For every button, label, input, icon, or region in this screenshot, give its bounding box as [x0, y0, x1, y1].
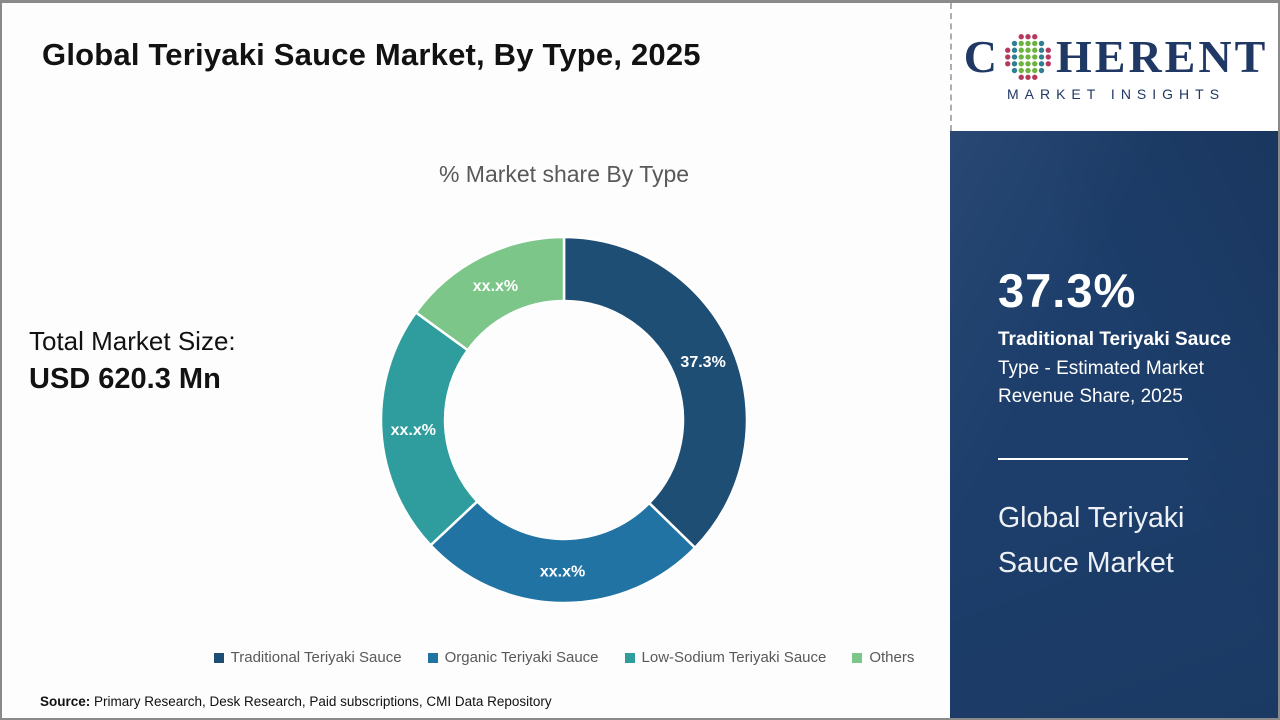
total-market-size-block: Total Market Size: USD 620.3 Mn: [29, 326, 236, 396]
globe-dot: [1032, 74, 1038, 80]
share-value: 37.3%: [998, 264, 1137, 317]
share-description-rest: Type - Estimated Market Revenue Share, 2…: [998, 357, 1204, 408]
total-market-size-value: USD 620.3 Mn: [29, 363, 221, 395]
legend-item: Low-Sodium Teriyaki Sauce: [624, 649, 827, 666]
globe-dot: [1011, 67, 1018, 74]
globe-dot: [1032, 40, 1038, 47]
globe-dot: [1045, 54, 1051, 60]
legend-swatch: [852, 652, 863, 663]
globe-dot: [1005, 61, 1011, 67]
chart-title: % Market share By Type: [438, 161, 690, 187]
globe-dot: [1032, 34, 1038, 40]
legend-label: Organic Teriyaki Sauce: [444, 649, 599, 666]
page-title: Global Teriyaki Sauce Market, By Type, 2…: [42, 37, 701, 72]
globe-dot: [1032, 47, 1038, 53]
total-market-size-label: Total Market Size:: [29, 326, 236, 356]
slice-label: xx.x%: [391, 422, 436, 439]
globe-dot: [1045, 47, 1051, 53]
brand-logo: C HERENT MARKET INSIGHTS: [950, 3, 1278, 131]
globe-dot: [1005, 47, 1011, 53]
globe-dot: [1038, 54, 1045, 60]
globe-dot: [1018, 74, 1024, 80]
globe-dot: [1038, 47, 1045, 53]
source-text: Primary Research, Desk Research, Paid su…: [90, 694, 552, 709]
chart-legend: Traditional Teriyaki Sauce Organic Teriya…: [90, 649, 1038, 666]
share-description-bold: Traditional Teriyaki Sauce: [998, 329, 1232, 350]
slice-label: 37.3%: [680, 354, 725, 371]
share-description: Traditional Teriyaki Sauce Type - Estima…: [998, 326, 1250, 412]
brand-tagline: MARKET INSIGHTS: [1006, 86, 1226, 102]
legend-label: Traditional Teriyaki Sauce: [230, 649, 402, 666]
highlight-panel: 37.3% Traditional Teriyaki Sauce Type - …: [950, 131, 1278, 718]
source-label: Source:: [40, 694, 91, 709]
globe-dot: [1018, 67, 1024, 74]
globe-dot: [1005, 54, 1011, 60]
globe-dot: [1038, 61, 1045, 67]
legend-swatch: [427, 652, 438, 663]
globe-dot: [1025, 54, 1031, 60]
globe-dot: [1011, 54, 1018, 60]
source-note: Source: Primary Research, Desk Research,…: [40, 694, 552, 709]
donut-slice: [414, 235, 566, 352]
panel-divider: [998, 457, 1188, 460]
globe-dot: [1025, 47, 1031, 53]
globe-dot: [1011, 61, 1018, 67]
globe-dot: [1038, 67, 1045, 74]
globe-dot: [1025, 61, 1031, 67]
slice-label: xx.x%: [473, 278, 518, 295]
globe-dot: [1025, 67, 1031, 74]
globe-dot: [1025, 40, 1031, 47]
globe-dot: [1011, 47, 1018, 53]
donut-chart-svg: 37.3% xx.x% xx.x% xx.x%: [379, 235, 749, 605]
legend-item: Traditional Teriyaki Sauce: [213, 649, 402, 666]
slice-label: xx.x%: [540, 563, 585, 580]
legend-label: Others: [869, 649, 915, 666]
legend-swatch: [624, 652, 635, 663]
donut-slice: [429, 500, 697, 605]
donut-slice: [562, 235, 749, 550]
globe-dot: [1045, 61, 1051, 67]
globe-dot: [1018, 34, 1024, 40]
globe-dot: [1018, 54, 1024, 60]
highlight-panel-content: 37.3% Traditional Teriyaki Sauce Type - …: [950, 131, 1278, 587]
globe-dot: [1025, 74, 1031, 80]
legend-item: Others: [852, 649, 914, 666]
globe-dot: [1032, 61, 1038, 67]
globe-dot: [1018, 61, 1024, 67]
legend-swatch: [213, 652, 224, 663]
globe-dot: [1032, 67, 1038, 74]
globe-dot: [1038, 40, 1045, 47]
legend-label: Low-Sodium Teriyaki Sauce: [641, 649, 827, 666]
globe-dot: [1032, 54, 1038, 60]
coherent-globe-icon: [1005, 34, 1051, 80]
donut-chart: 37.3% xx.x% xx.x% xx.x%: [374, 230, 754, 610]
brand-letter-c: C: [963, 31, 1000, 82]
globe-dot: [1018, 47, 1024, 53]
globe-dot: [1011, 40, 1018, 47]
legend-item: Organic Teriyaki Sauce: [427, 649, 599, 666]
globe-dot: [1025, 34, 1031, 40]
globe-dot: [1018, 40, 1024, 47]
brand-letters-rest: HERENT: [1055, 31, 1269, 82]
report-title: Global Teriyaki Sauce Market: [998, 501, 1185, 580]
brand-wordmark: C HERENT: [964, 32, 1269, 82]
